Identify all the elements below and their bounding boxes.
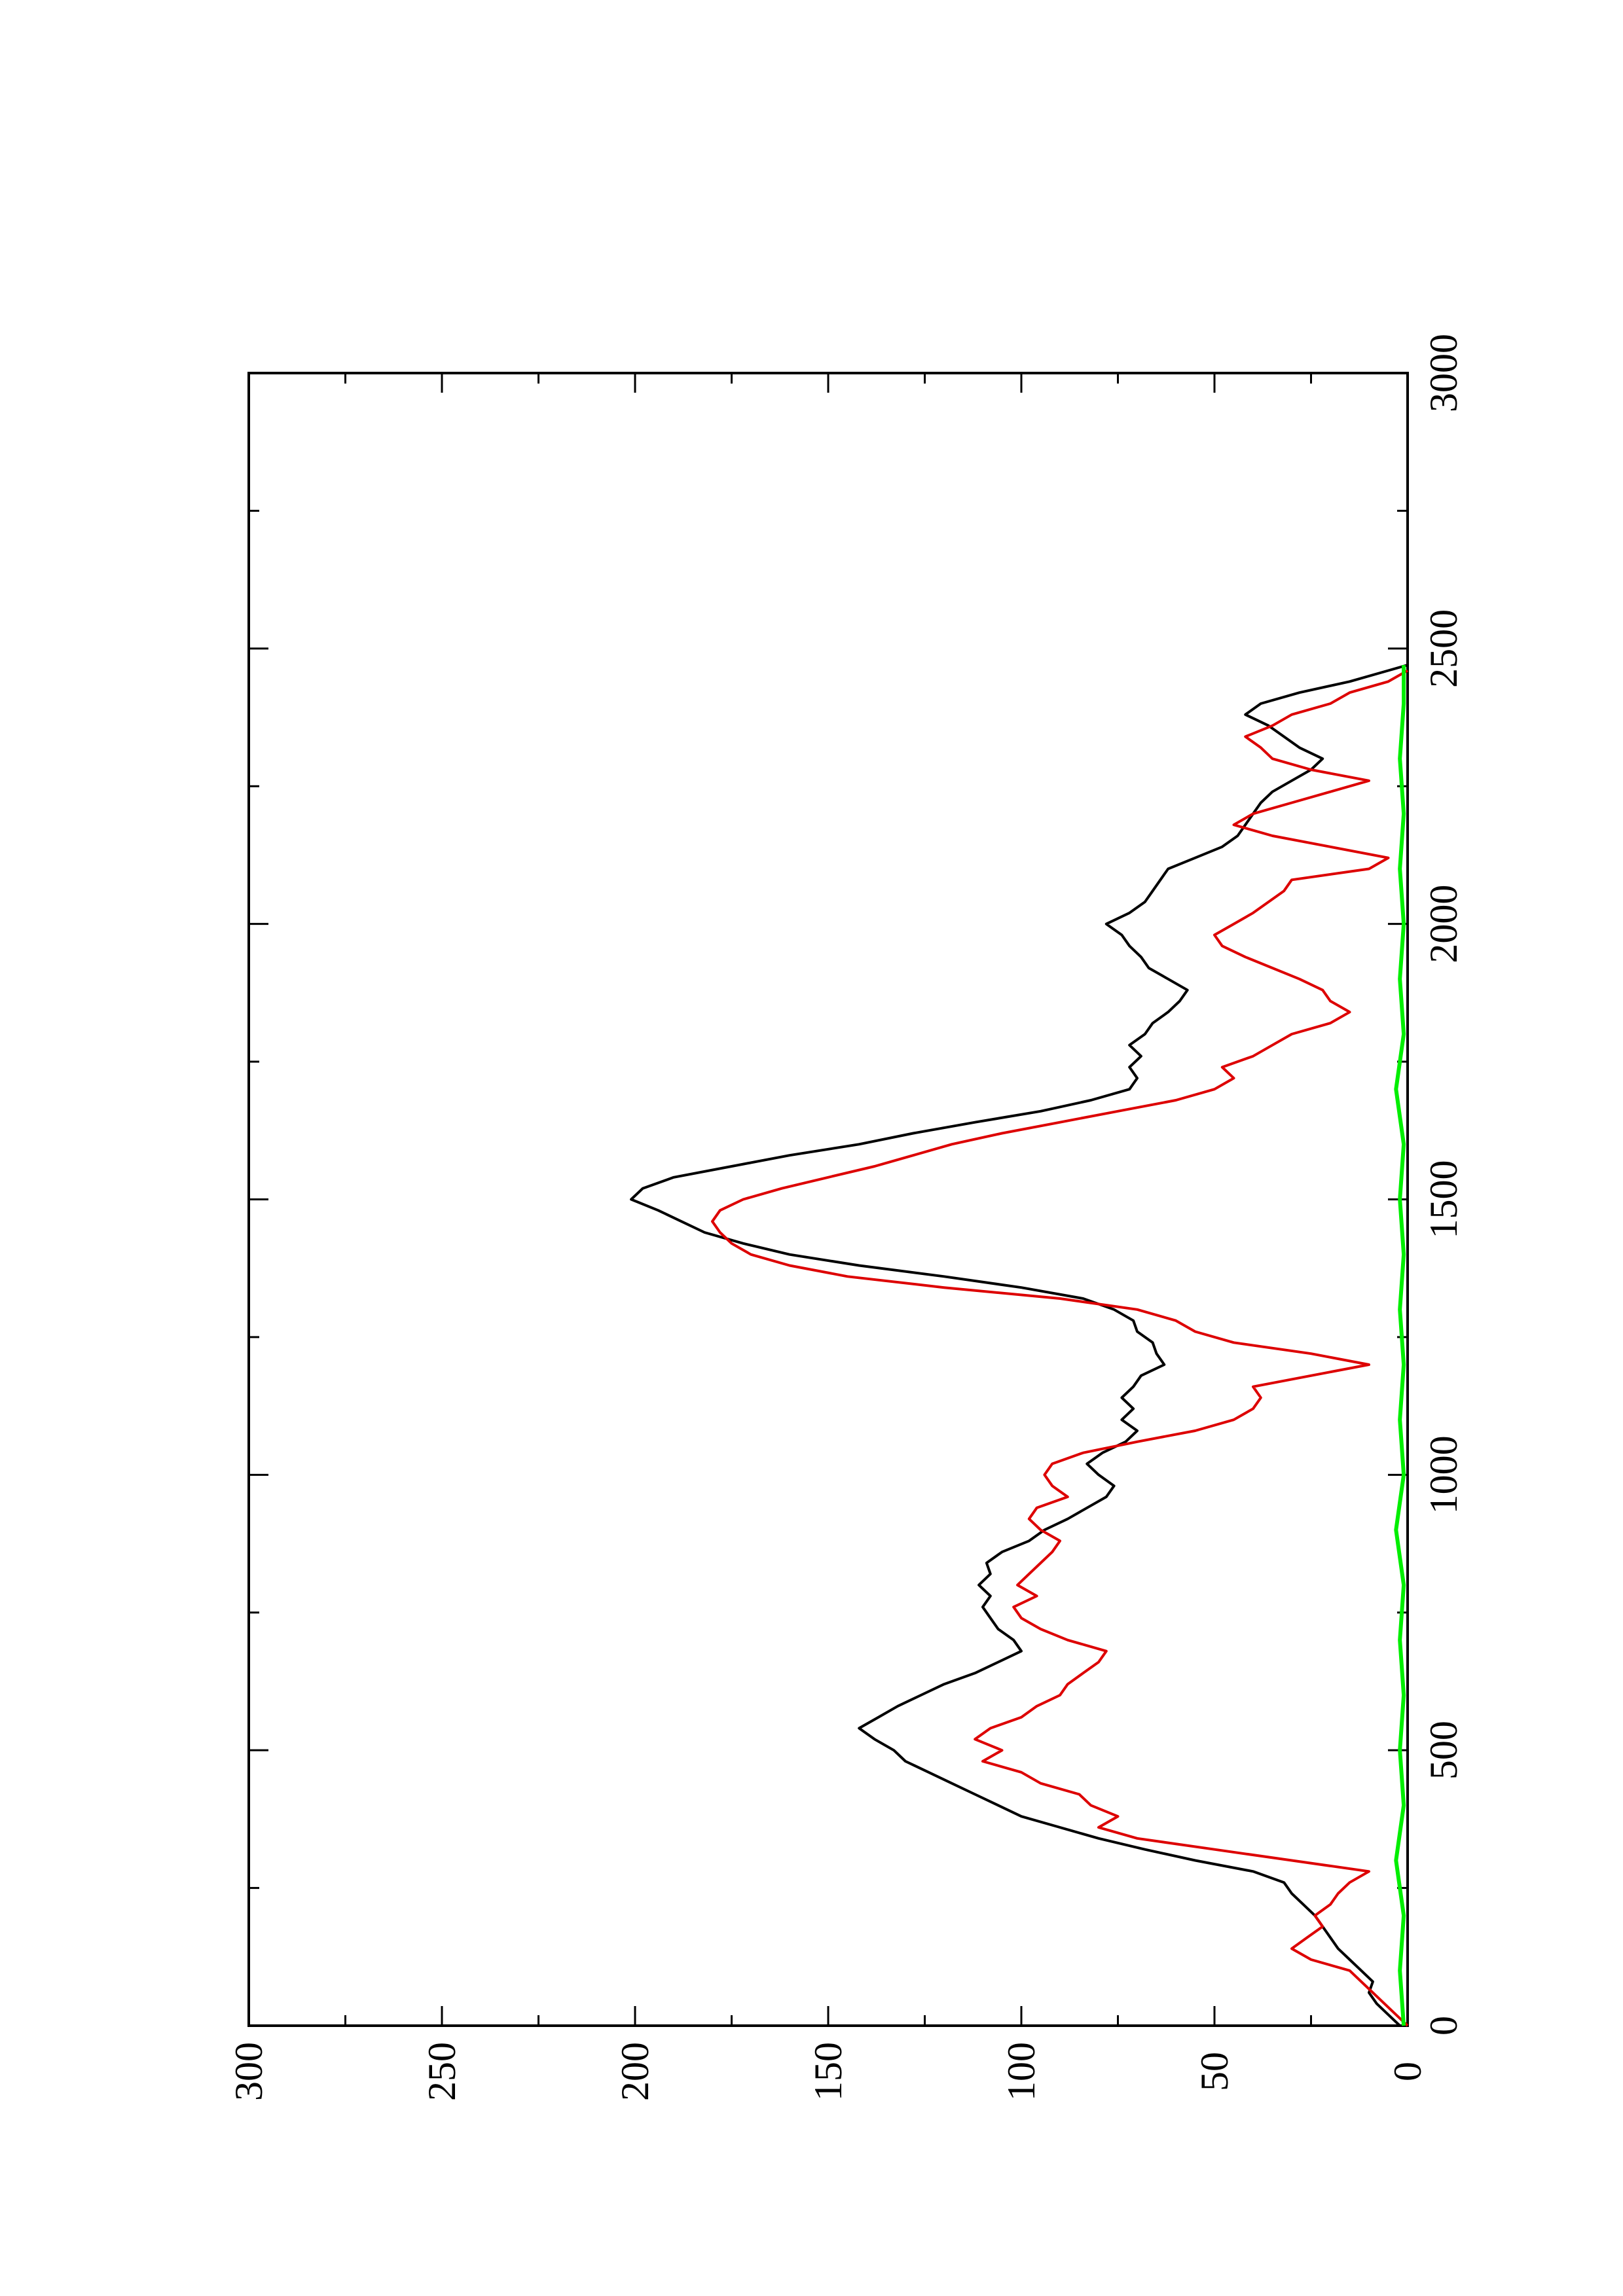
plot-frame [247, 372, 1409, 2027]
y-tick-label: 300 [227, 2042, 270, 2101]
x-tick-labels: 0 500 1000 1500 2000 2500 3000 [1422, 334, 1465, 2036]
y-tick-label: 0 [1386, 2062, 1429, 2081]
x-tick-label: 500 [1422, 1721, 1465, 1780]
series-line-1 [630, 664, 1408, 2027]
y-tick-label: 50 [1193, 2052, 1236, 2091]
x-tick-label: 2000 [1422, 885, 1465, 963]
series-line-3 [1394, 665, 1406, 2026]
y-tick-label: 150 [807, 2042, 850, 2101]
x-tick-label: 1500 [1422, 1160, 1465, 1239]
y-tick-label: 200 [613, 2042, 657, 2101]
y-tick-labels: 0 50 100 150 200 250 300 [227, 2042, 1429, 2101]
x-tick-label: 2500 [1422, 609, 1465, 688]
x-tick-label: 3000 [1422, 334, 1465, 412]
tick-marks [247, 372, 1409, 2027]
y-tick-label: 250 [420, 2042, 464, 2101]
y-tick-label: 100 [1000, 2042, 1043, 2101]
x-tick-label: 0 [1422, 2016, 1465, 2036]
series-line-2 [711, 669, 1409, 2027]
series-lines [630, 664, 1409, 2027]
x-tick-label: 1000 [1422, 1435, 1465, 1514]
